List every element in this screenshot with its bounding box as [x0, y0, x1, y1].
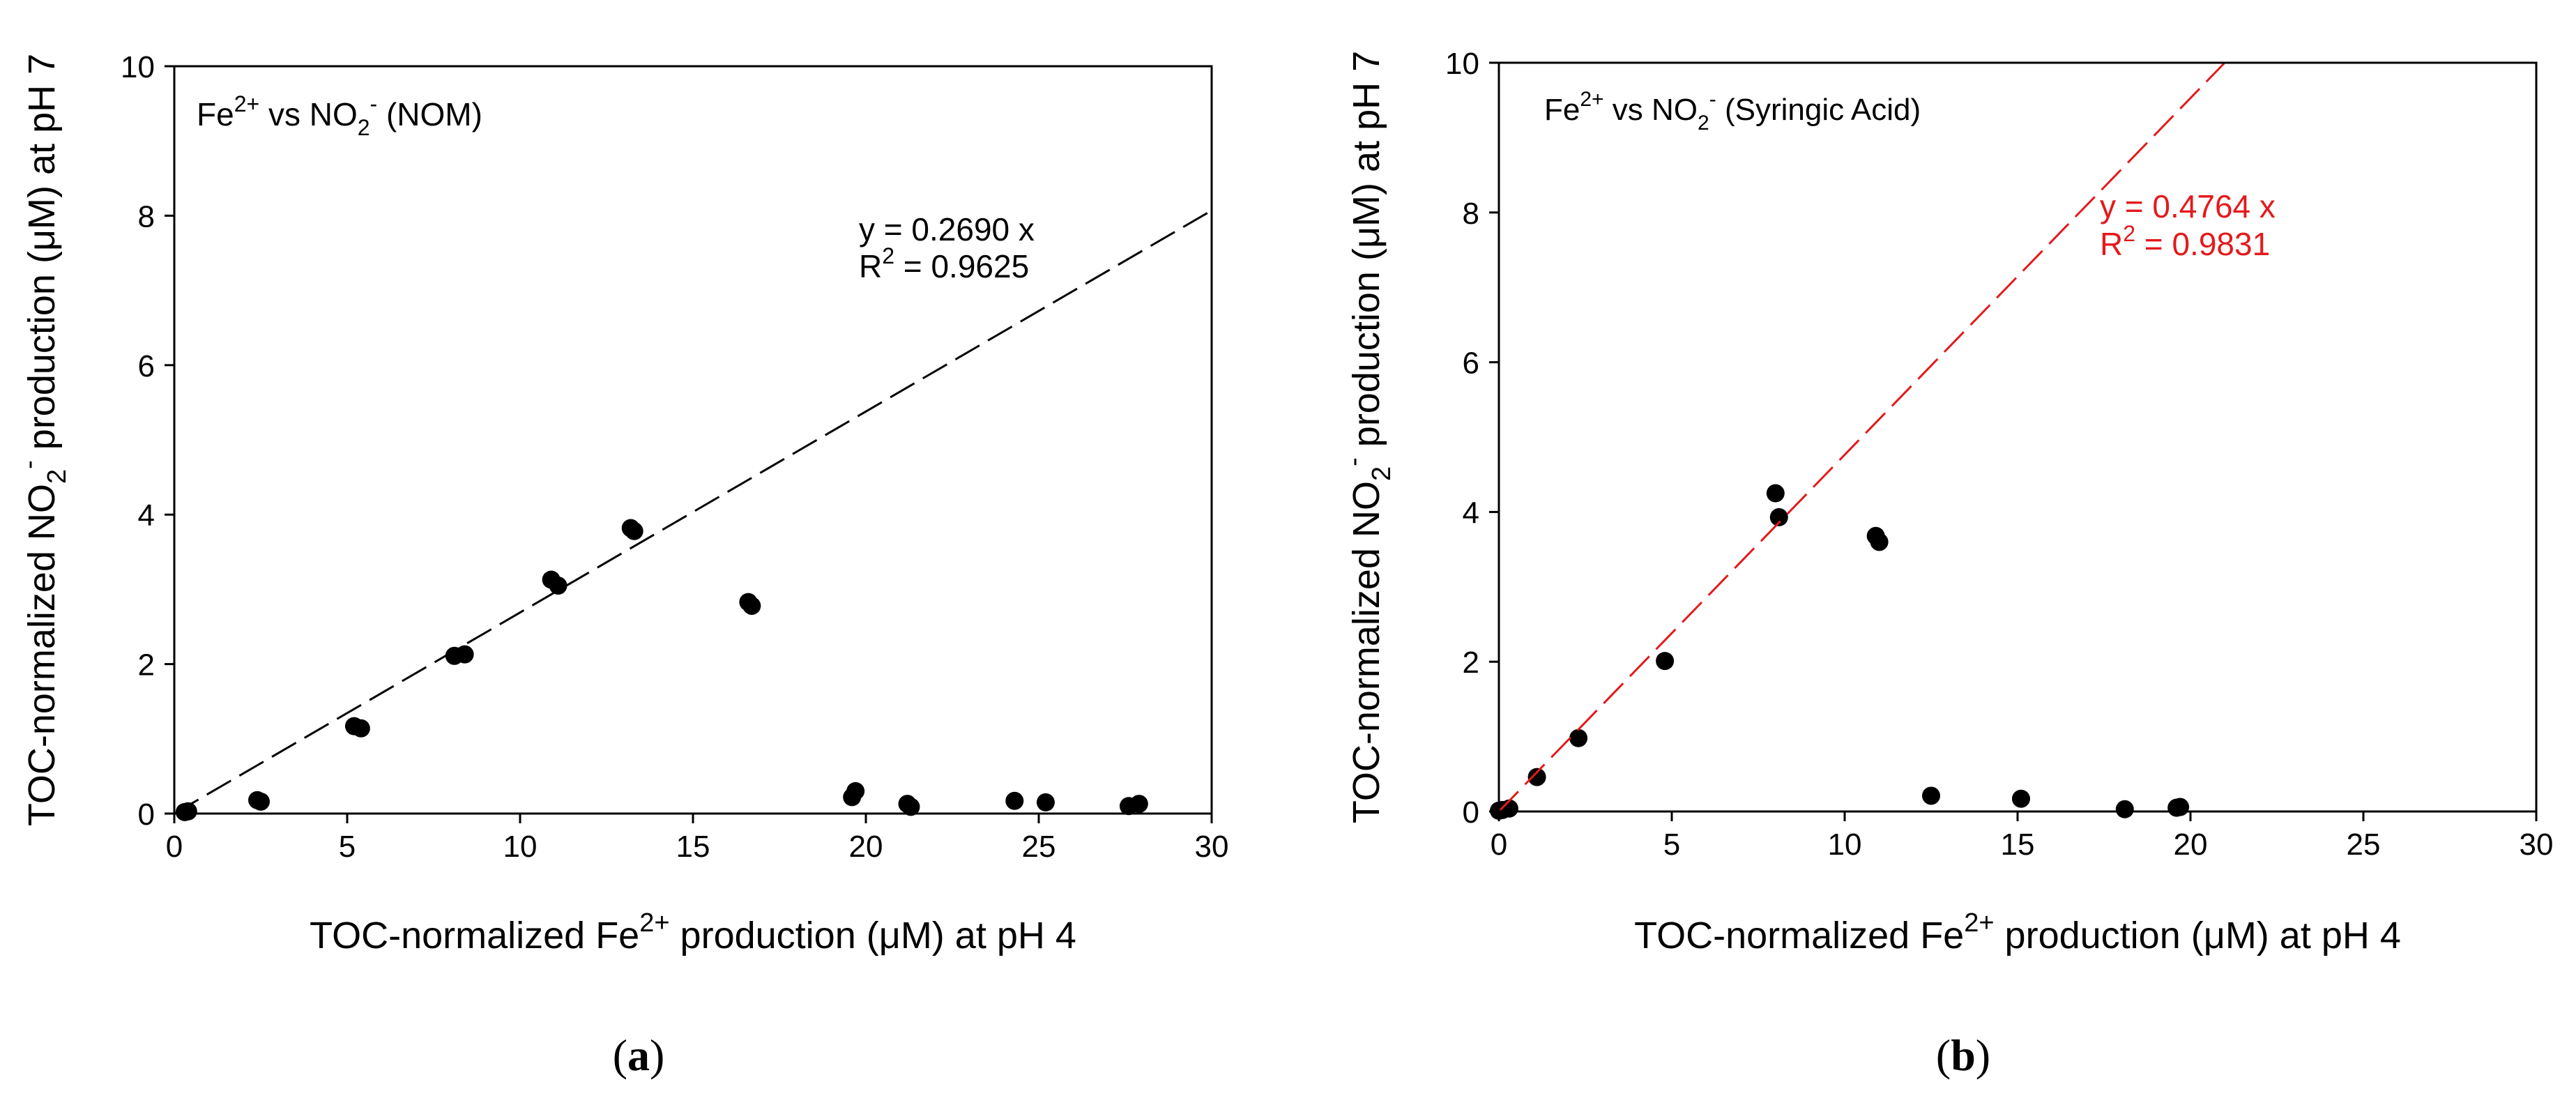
panel-b-fit-r2: R2 = 0.9831 [2100, 221, 2270, 262]
panel-a-x-tick-label: 20 [849, 830, 883, 864]
panel-b-ticks: 0 5 10 15 20 25 30 0 2 4 6 8 10 [1445, 47, 2553, 862]
panel-b-data-point [1766, 484, 1785, 503]
panel-b-x-tick-label: 15 [2001, 828, 2035, 862]
panel-a-y-tick-label: 2 [138, 648, 155, 683]
panel-a-x-axis-label: TOC-normalized Fe2+ production (μM) at p… [310, 908, 1076, 956]
panel-b-x-tick-label: 30 [2520, 828, 2554, 862]
panel-b-x-axis-label: TOC-normalized Fe2+ production (μM) at p… [1634, 908, 2401, 956]
panel-a-data-point [549, 577, 567, 595]
panel-a-data-point [1036, 793, 1055, 811]
panel-a-data-point [901, 798, 920, 816]
panel-a-y-tick-label: 0 [138, 798, 155, 832]
panel-b-fit-line [1497, 61, 2226, 813]
panel-b-data-point [2171, 798, 2190, 816]
panel-b-x-tick-label: 25 [2347, 828, 2381, 862]
panel-a-x-tick-label: 30 [1195, 830, 1229, 864]
panel-a-x-tick-label: 15 [676, 830, 710, 864]
panel-b-data-point [1656, 652, 1675, 671]
panel-a-x-tick-label: 25 [1022, 830, 1056, 864]
panel-b-x-tick-label: 10 [1828, 828, 1862, 862]
panel-b-y-tick-label: 0 [1463, 795, 1479, 830]
panel-a-x-tick-label: 5 [339, 830, 356, 864]
panel-a-data-point [742, 596, 761, 615]
panel-b-y-tick-label: 8 [1463, 197, 1479, 231]
panel-b-data-point [1769, 508, 1788, 526]
panel-b-y-tick-label: 2 [1463, 646, 1479, 680]
panel-a-y-tick-label: 8 [138, 199, 155, 234]
panel-a-y-axis-label: TOC-normalized NO2- production (μM) at p… [15, 54, 72, 826]
panel-b-data-point [1922, 786, 1940, 805]
panel-a-data-point [252, 792, 270, 811]
panel-a-x-tick-label: 0 [166, 830, 183, 864]
panel-b-data-point [2115, 800, 2134, 818]
panel-a-data-point [351, 719, 370, 738]
panel-a-data-point [625, 521, 643, 540]
panel-b-caption: (b) [1936, 1030, 1990, 1080]
panel-a-caption: (a) [613, 1030, 665, 1080]
panel-a-annotation: Fe2+ vs NO2- (NOM) [197, 91, 482, 140]
panel-b-x-tick-label: 5 [1663, 828, 1680, 862]
panel-b-x-tick-label: 20 [2174, 828, 2208, 862]
panel-b-data-point [1527, 768, 1546, 786]
panel-b-fit-equation: y = 0.4764 x [2100, 188, 2276, 224]
panel-a: 0 5 10 15 20 25 30 0 2 4 6 8 10 Fe2+ vs NO2- (NOM) y… [15, 50, 1228, 1080]
panel-a-y-tick-label: 6 [138, 349, 155, 383]
panel-a-x-tick-label: 10 [503, 830, 538, 864]
panel-a-ticks: 0 5 10 15 20 25 30 0 2 4 6 8 10 [121, 50, 1228, 864]
panel-a-fit-line [174, 209, 1212, 815]
panel-a-data-point [178, 802, 197, 821]
panel-b-y-tick-label: 4 [1463, 496, 1479, 530]
panel-b-data-point [1870, 533, 1889, 551]
panel-a-data-point [1129, 795, 1148, 814]
panel-b-data-point [1569, 729, 1588, 747]
panel-a-points [175, 519, 1148, 821]
panel-a-y-tick-label: 10 [121, 50, 155, 84]
panel-b-x-tick-label: 0 [1491, 828, 1507, 862]
panel-a-data-point [846, 781, 865, 800]
panel-b-y-tick-label: 6 [1463, 346, 1479, 381]
panel-a-y-tick-label: 4 [138, 498, 155, 533]
panel-a-data-point [455, 645, 474, 664]
panel-b-annotation: Fe2+ vs NO2- (Syringic Acid) [1544, 88, 1921, 135]
panel-a-fit-equation: y = 0.2690 x [859, 211, 1035, 247]
panel-a-fit-r2: R2 = 0.9625 [859, 243, 1029, 284]
panel-b-y-axis-label: TOC-normalized NO2- production (μM) at p… [1339, 51, 1396, 823]
panel-b: 0 5 10 15 20 25 30 0 2 4 6 8 10 Fe2+ vs NO2- (Syring… [1339, 47, 2553, 1080]
panel-b-points [1490, 484, 2190, 820]
panel-b-data-point [2011, 789, 2030, 808]
panel-b-y-tick-label: 10 [1445, 47, 1479, 81]
panel-a-data-point [1005, 791, 1024, 810]
